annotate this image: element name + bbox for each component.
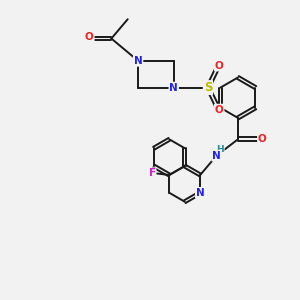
Text: S: S: [204, 81, 212, 94]
Text: N: N: [134, 56, 142, 66]
Text: O: O: [85, 32, 94, 42]
Text: N: N: [169, 82, 178, 93]
Text: O: O: [258, 134, 267, 144]
Text: F: F: [148, 168, 156, 178]
Text: H: H: [216, 145, 224, 154]
Text: O: O: [215, 105, 224, 115]
Text: N: N: [196, 188, 205, 198]
Text: N: N: [212, 151, 221, 160]
Text: O: O: [215, 61, 224, 70]
